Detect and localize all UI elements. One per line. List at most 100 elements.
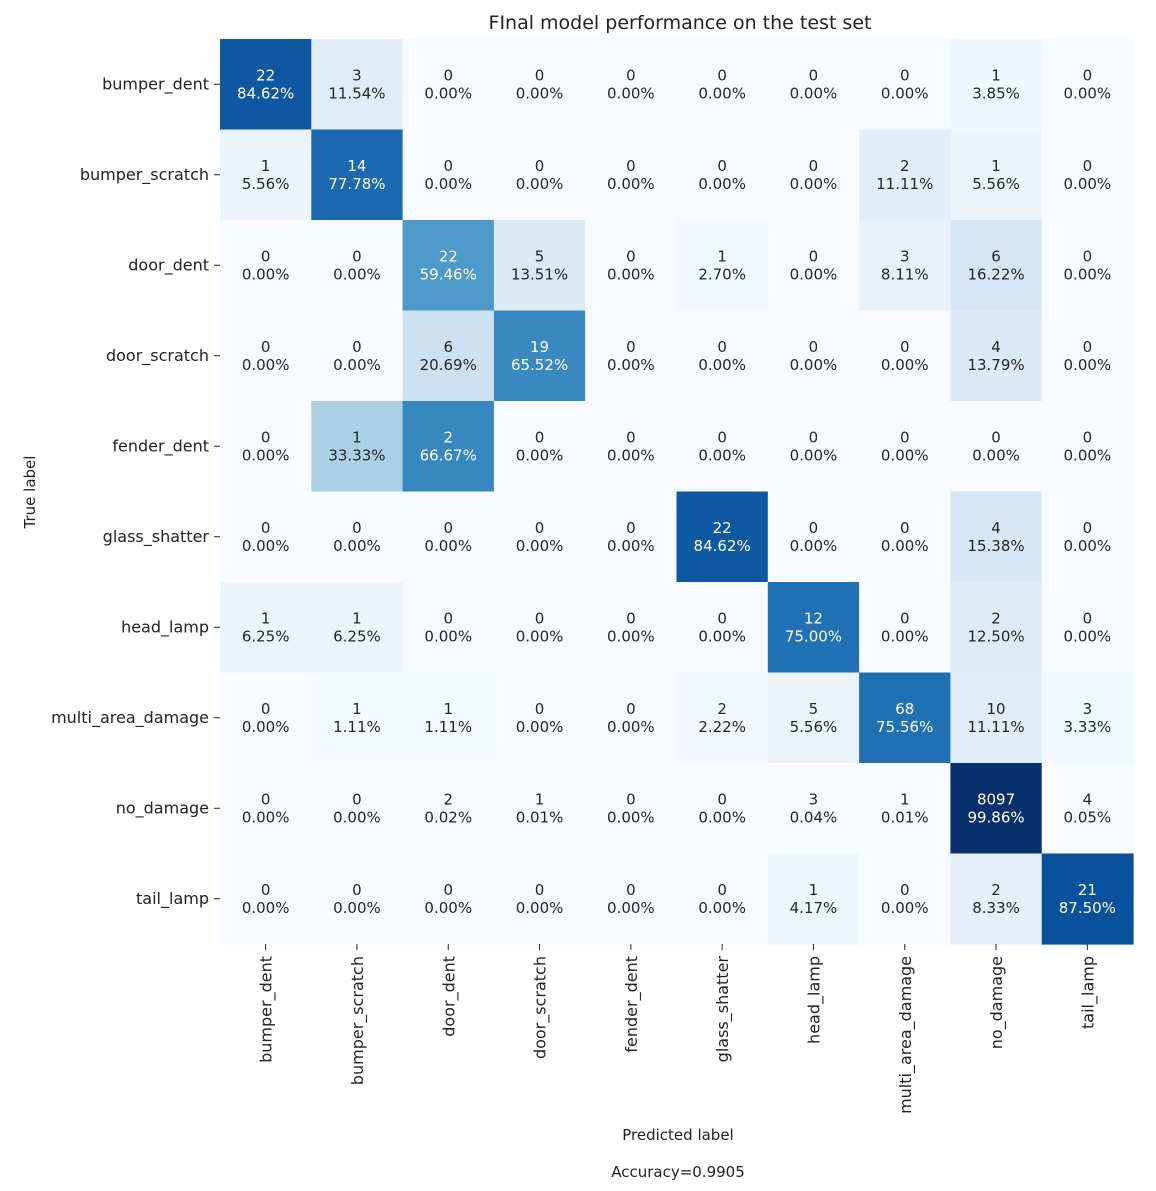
cell-percent: 0.01%	[516, 808, 564, 826]
y-tick-label: glass_shatter	[103, 527, 210, 547]
cell-bumper_dent-fender_dent	[585, 39, 678, 131]
cell-count: 0	[626, 428, 636, 446]
cell-count: 2	[443, 790, 453, 808]
cell-count: 0	[717, 66, 727, 84]
cell-fender_dent-tail_lamp	[1041, 401, 1134, 493]
cell-bumper_scratch-door_scratch	[493, 129, 586, 221]
cell-percent: 0.04%	[790, 808, 838, 826]
cell-percent: 84.62%	[694, 537, 751, 555]
cell-count: 0	[1083, 428, 1093, 446]
cell-percent: 0.00%	[607, 265, 655, 283]
cell-percent: 0.00%	[698, 84, 746, 102]
cell-bumper_dent-no_damage	[950, 39, 1043, 131]
cell-percent: 0.00%	[881, 537, 929, 555]
cell-percent: 0.00%	[242, 356, 290, 374]
cell-count: 2	[991, 881, 1001, 899]
cell-percent: 0.00%	[790, 175, 838, 193]
cell-percent: 0.00%	[881, 84, 929, 102]
cell-bumper_dent-tail_lamp	[1041, 39, 1134, 131]
x-tick-label: door_dent	[439, 956, 459, 1037]
cell-door_dent-door_dent	[402, 220, 495, 312]
cell-head_lamp-no_damage	[950, 582, 1043, 674]
cell-glass_shatter-multi_area_damage	[859, 491, 951, 583]
cell-percent: 0.00%	[242, 446, 290, 464]
cell-percent: 0.00%	[242, 537, 290, 555]
cell-percent: 0.00%	[333, 265, 381, 283]
cell-percent: 0.00%	[333, 356, 381, 374]
cell-bumper_scratch-head_lamp	[767, 129, 860, 221]
cell-multi_area_damage-bumper_dent	[220, 672, 312, 764]
x-tick-label: multi_area_damage	[896, 956, 916, 1114]
cell-percent: 5.56%	[790, 718, 838, 736]
cell-glass_shatter-bumper_scratch	[311, 491, 404, 583]
cell-count: 12	[804, 609, 823, 627]
y-tick-label: door_scratch	[106, 346, 209, 366]
cell-percent: 0.00%	[242, 265, 290, 283]
cell-no_damage-bumper_dent	[220, 763, 312, 855]
cell-count: 0	[626, 66, 636, 84]
cell-count: 19	[530, 338, 549, 356]
cell-no_damage-tail_lamp	[1041, 763, 1134, 855]
cell-count: 0	[717, 790, 727, 808]
cell-fender_dent-fender_dent	[585, 401, 678, 493]
x-tick-label: tail_lamp	[1078, 956, 1098, 1029]
cell-door_scratch-tail_lamp	[1041, 310, 1134, 402]
cell-tail_lamp-fender_dent	[585, 853, 678, 945]
cell-count: 0	[261, 338, 271, 356]
cell-head_lamp-multi_area_damage	[859, 582, 951, 674]
y-axis-title: True label	[21, 456, 39, 530]
cell-percent: 8.11%	[881, 265, 929, 283]
cell-count: 0	[809, 338, 819, 356]
cell-multi_area_damage-tail_lamp	[1041, 672, 1134, 764]
y-tick-label: door_dent	[128, 255, 209, 275]
cell-percent: 2.70%	[698, 265, 746, 283]
cell-count: 0	[626, 338, 636, 356]
cell-door_dent-door_scratch	[493, 220, 586, 312]
cell-percent: 75.56%	[876, 718, 933, 736]
cell-percent: 0.00%	[516, 537, 564, 555]
cell-count: 6	[443, 338, 453, 356]
cell-count: 1	[352, 609, 362, 627]
cell-percent: 20.69%	[420, 356, 477, 374]
cell-no_damage-no_damage	[950, 763, 1043, 855]
cell-bumper_dent-bumper_dent	[220, 39, 312, 131]
cell-count: 0	[443, 519, 453, 537]
cell-percent: 11.54%	[328, 84, 385, 102]
cell-tail_lamp-door_scratch	[493, 853, 586, 945]
cell-no_damage-door_dent	[402, 763, 495, 855]
cell-multi_area_damage-no_damage	[950, 672, 1043, 764]
cell-count: 0	[900, 881, 910, 899]
cell-percent: 0.00%	[424, 175, 472, 193]
cell-count: 0	[352, 881, 362, 899]
cell-percent: 1.11%	[424, 718, 472, 736]
cell-percent: 0.01%	[881, 808, 929, 826]
cell-count: 0	[261, 519, 271, 537]
cell-percent: 65.52%	[511, 356, 568, 374]
y-tick-label: bumper_scratch	[80, 165, 209, 185]
cell-count: 0	[626, 247, 636, 265]
cell-door_dent-tail_lamp	[1041, 220, 1134, 312]
cell-glass_shatter-glass_shatter	[676, 491, 769, 583]
cell-count: 0	[352, 519, 362, 537]
cell-no_damage-door_scratch	[493, 763, 586, 855]
cell-door_scratch-door_dent	[402, 310, 495, 402]
cell-percent: 0.00%	[1064, 446, 1112, 464]
cell-fender_dent-door_scratch	[493, 401, 586, 493]
cell-percent: 0.00%	[424, 537, 472, 555]
y-tick-label: bumper_dent	[102, 74, 209, 94]
cell-percent: 0.00%	[790, 446, 838, 464]
cell-glass_shatter-door_scratch	[493, 491, 586, 583]
cell-percent: 0.00%	[1064, 265, 1112, 283]
cell-multi_area_damage-bumper_scratch	[311, 672, 404, 764]
cell-percent: 0.00%	[607, 899, 655, 917]
cell-multi_area_damage-multi_area_damage	[859, 672, 951, 764]
cell-percent: 75.00%	[785, 627, 842, 645]
cell-count: 0	[717, 609, 727, 627]
cell-count: 0	[900, 519, 910, 537]
cell-percent: 0.00%	[516, 627, 564, 645]
cell-tail_lamp-multi_area_damage	[859, 853, 951, 945]
cell-door_scratch-head_lamp	[767, 310, 860, 402]
cell-count: 0	[1083, 157, 1093, 175]
cell-glass_shatter-fender_dent	[585, 491, 678, 583]
cell-count: 1	[717, 247, 727, 265]
